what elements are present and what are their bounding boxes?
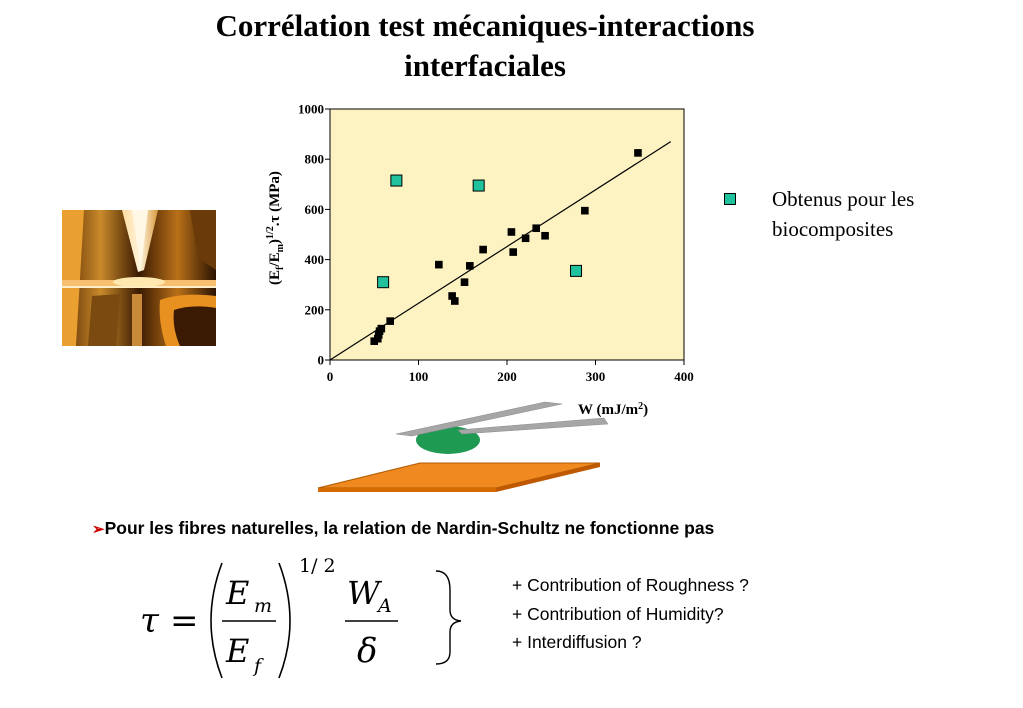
formula-tau: τ	[140, 601, 160, 641]
substrate-plate-edge	[318, 488, 496, 492]
bullet-arrow-icon: ➢	[92, 521, 105, 538]
x-tick-label: 0	[327, 369, 334, 384]
y-tick-label: 800	[305, 152, 325, 167]
biocomposite-point	[390, 174, 403, 187]
formula-equals: =	[170, 601, 199, 641]
biocomposite-point	[570, 264, 583, 277]
formula-delta: δ	[357, 631, 377, 671]
left-paren	[210, 562, 223, 679]
x-tick-label: 100	[409, 369, 429, 384]
x-tick-label: 300	[586, 369, 606, 384]
data-point	[509, 248, 517, 256]
data-point	[634, 149, 642, 157]
biocomposite-point	[472, 179, 485, 192]
right-paren	[278, 562, 291, 679]
legend-teal-square-icon	[724, 193, 736, 205]
legend-label: Obtenus pour les biocomposites	[772, 187, 915, 241]
contribution-item-roughness: + Contribution of Roughness ?	[512, 575, 749, 595]
x-tick-label: 400	[674, 369, 694, 384]
data-point	[532, 224, 541, 233]
y-tick-label: 200	[305, 302, 325, 317]
x-tick-label: 200	[497, 369, 517, 384]
fiber-photo	[62, 210, 216, 346]
svg-text:(Ef/Em)1/2.τ (MPa): (Ef/Em)1/2.τ (MPa)	[265, 171, 286, 285]
substrate-plate-side	[496, 463, 600, 492]
slide-title: Corrélation test mécaniques-interactions…	[215, 8, 755, 83]
data-point	[507, 228, 516, 236]
data-point	[377, 324, 386, 333]
data-point	[479, 245, 487, 254]
y-tick-label: 600	[305, 202, 325, 217]
y-tick-label: 400	[305, 252, 325, 267]
data-point	[521, 234, 530, 243]
conclusion-bullet: ➢Pour les fibres naturelles, la relation…	[92, 516, 992, 542]
formula-num-main: E	[225, 574, 249, 612]
y-axis-label: (Ef/Em)1/2.τ (MPa)	[265, 171, 286, 285]
data-point	[541, 231, 549, 240]
formula-den-main: E	[225, 632, 249, 670]
formula-num-sub: m	[254, 595, 272, 617]
formula-exponent: 1/ 2	[299, 555, 336, 577]
bullet-text: Pour les fibres naturelles, la relation …	[104, 518, 715, 538]
data-point	[435, 260, 443, 269]
contribution-item-humidity: + Contribution of Humidity?	[512, 603, 724, 624]
data-point	[450, 297, 459, 305]
y-tick-label: 0	[318, 353, 325, 368]
y-tick-label: 1000	[298, 102, 324, 117]
contribution-item-interdiffusion: + Interdiffusion ?	[512, 632, 642, 652]
formula-wa-main: W	[347, 574, 383, 612]
formula-wa-sub: A	[376, 595, 392, 617]
data-point	[460, 278, 469, 286]
right-brace	[435, 570, 462, 665]
data-point	[581, 206, 589, 215]
contribution-list: + Contribution of Roughness ? + Contribu…	[512, 571, 872, 657]
fiber-left	[395, 401, 563, 437]
x-axis-label: W (mJ/m2)	[578, 401, 648, 418]
formula-den-sub: f	[252, 655, 264, 677]
data-point	[466, 262, 474, 270]
biocomposite-point	[377, 276, 390, 289]
data-point	[386, 317, 394, 325]
fiber-right	[457, 417, 609, 435]
